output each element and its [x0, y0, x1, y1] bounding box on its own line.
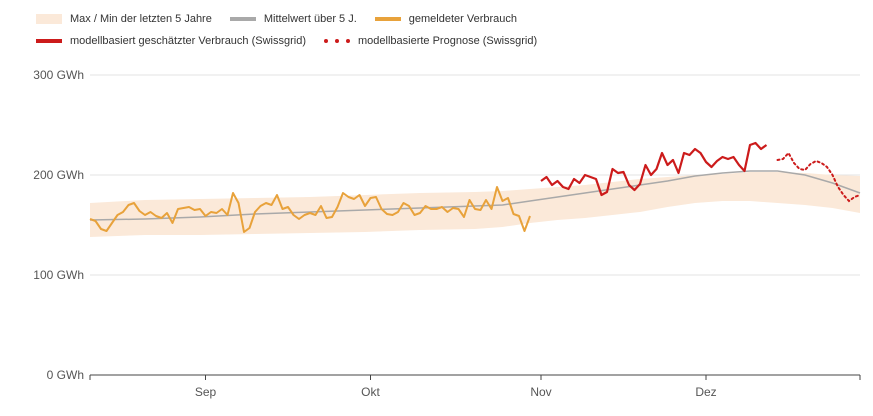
- legend-swatch-reported: [374, 17, 401, 21]
- legend-label-mean: Mittelwert über 5 J.: [263, 13, 357, 25]
- series-line-forecast: [776, 151, 861, 203]
- x-tick-label-2: Nov: [530, 385, 551, 399]
- legend-swatch-mean: [229, 17, 256, 21]
- series-line-reported: [89, 186, 531, 233]
- legend-swatch-band: [36, 14, 62, 24]
- legend-item-mean[interactable]: Mittelwert über 5 J.: [229, 13, 357, 25]
- legend-item-estimated[interactable]: modellbasiert geschätzter Verbrauch (Swi…: [36, 35, 306, 47]
- legend-item-band[interactable]: Max / Min der letzten 5 Jahre: [36, 13, 212, 25]
- legend-row-2: modellbasiert geschätzter Verbrauch (Swi…: [36, 30, 656, 52]
- legend-label-forecast: modellbasierte Prognose (Swissgrid): [358, 35, 538, 47]
- min-max-band: [90, 172, 860, 237]
- legend-row-1: Max / Min der letzten 5 Jahre Mittelwert…: [36, 8, 656, 30]
- y-tick-label-3: 300 GWh: [33, 68, 84, 82]
- series-line-mean: [89, 170, 861, 221]
- y-tick-label-0: 0 GWh: [47, 368, 84, 382]
- legend-label-band: Max / Min der letzten 5 Jahre: [70, 13, 212, 25]
- y-tick-label-2: 200 GWh: [33, 168, 84, 182]
- series-line-estimated: [540, 141, 768, 197]
- legend-swatch-forecast: [324, 38, 350, 44]
- x-tick-label-0: Sep: [195, 385, 217, 399]
- legend-label-reported: gemeldeter Verbrauch: [408, 13, 517, 25]
- x-tick-label-3: Dez: [695, 385, 716, 399]
- y-tick-label-1: 100 GWh: [33, 268, 84, 282]
- legend-swatch-estimated: [36, 39, 62, 43]
- chart-legend: Max / Min der letzten 5 Jahre Mittelwert…: [36, 8, 656, 52]
- x-tick-label-1: Okt: [361, 385, 380, 399]
- legend-item-reported[interactable]: gemeldeter Verbrauch: [374, 13, 517, 25]
- legend-item-forecast[interactable]: modellbasierte Prognose (Swissgrid): [324, 35, 537, 47]
- legend-label-estimated: modellbasiert geschätzter Verbrauch (Swi…: [70, 35, 306, 47]
